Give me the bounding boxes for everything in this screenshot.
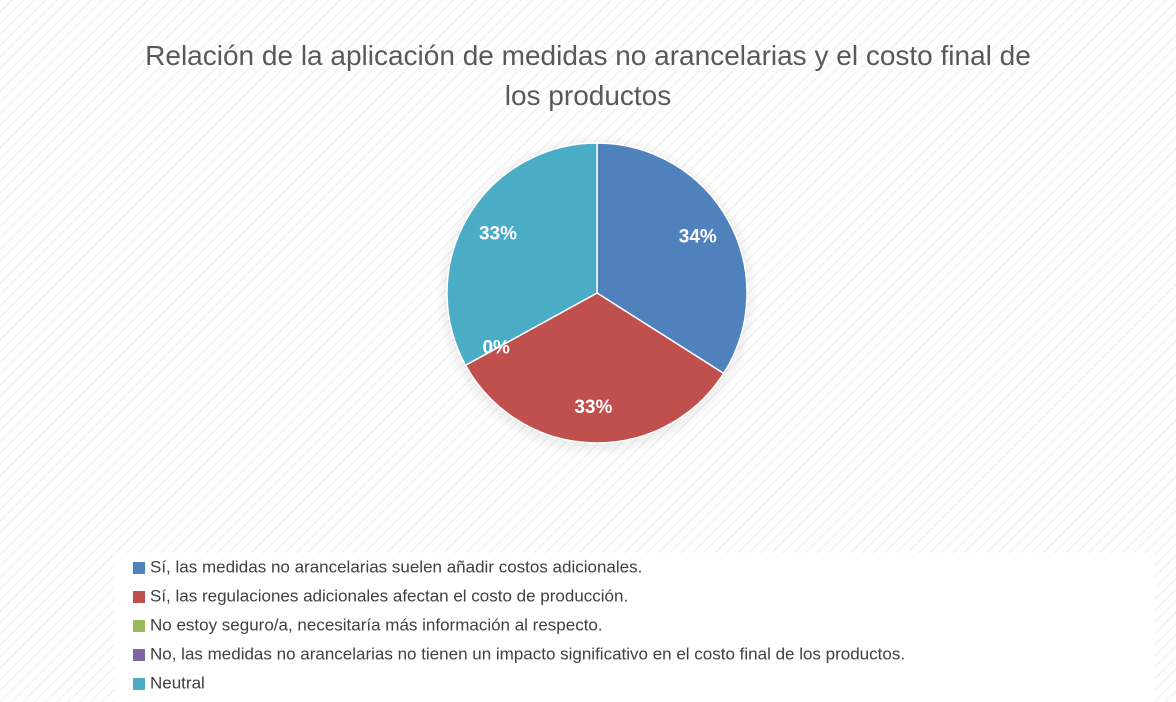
legend-swatch xyxy=(133,591,145,603)
chart-title: Relación de la aplicación de medidas no … xyxy=(145,40,1031,111)
legend-label: No, las medidas no arancelarias no tiene… xyxy=(150,644,905,663)
legend-swatch xyxy=(133,620,145,632)
data-label: 33% xyxy=(574,397,612,418)
legend-box xyxy=(115,553,1155,702)
pie-slice xyxy=(596,142,748,375)
legend-label: No estoy seguro/a, necesitaría más infor… xyxy=(150,615,603,634)
legend-label: Sí, las medidas no arancelarias suelen a… xyxy=(150,557,642,576)
legend-label: Neutral xyxy=(150,673,205,692)
data-label: 34% xyxy=(679,227,717,248)
legend-swatch xyxy=(133,678,145,690)
pie-slice xyxy=(446,142,598,367)
legend-swatch xyxy=(133,649,145,661)
data-label: 0% xyxy=(482,337,510,358)
legend-label: Sí, las regulaciones adicionales afectan… xyxy=(150,586,628,605)
data-label: 33% xyxy=(479,223,517,244)
legend-swatch xyxy=(133,562,145,574)
